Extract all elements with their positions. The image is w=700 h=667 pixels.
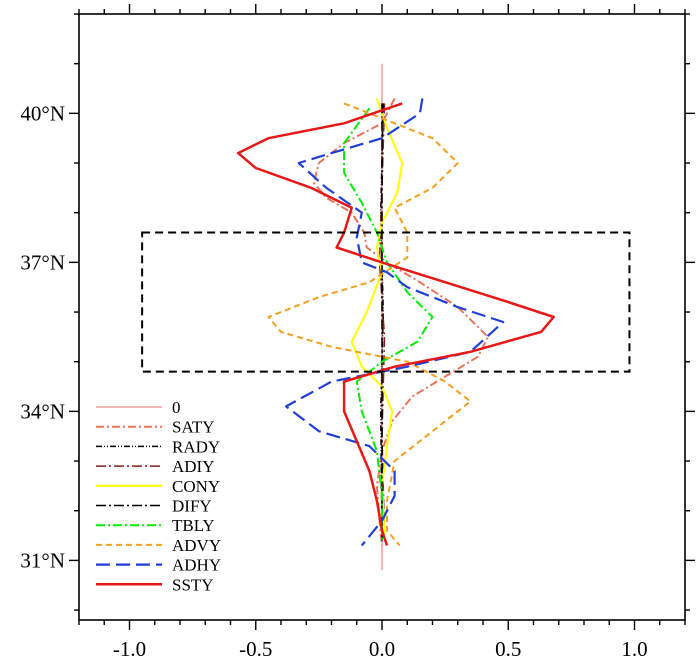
- axis-tick-labels: -1.0 -0.5 0.0 0.5 1.0 31°N 34°N 37°N 40°N: [20, 101, 647, 661]
- legend-label-rady: RADY: [172, 437, 220, 456]
- y-tick-label: 40°N: [20, 101, 65, 125]
- axis-ticks: [69, 4, 695, 630]
- x-tick-label: 1.0: [621, 637, 647, 661]
- legend-label-advy: ADVY: [172, 536, 221, 555]
- legend-label-ssty: SSTY: [172, 575, 214, 594]
- series-line-cony: [350, 98, 404, 536]
- legend-label-dify: DIFY: [172, 497, 212, 516]
- x-tick-label: -1.0: [113, 637, 146, 661]
- y-tick-label: 34°N: [20, 399, 65, 423]
- legend-label-saty: SATY: [172, 418, 215, 437]
- x-tick-label: 0.5: [495, 637, 521, 661]
- series-layer: [236, 63, 555, 571]
- series-line-ssty: [236, 102, 555, 546]
- legend-label-tbly: TBLY: [172, 516, 215, 535]
- series-line-adhy: [285, 98, 505, 547]
- legend-label-0: 0: [172, 398, 181, 417]
- highlight-box: [141, 231, 631, 373]
- y-tick-label: 31°N: [20, 548, 65, 572]
- legend-label-adhy: ADHY: [172, 556, 221, 575]
- x-tick-label: 0.0: [369, 637, 395, 661]
- legend-label-adiy: ADIY: [172, 457, 215, 476]
- legend-label-cony: CONY: [172, 477, 220, 496]
- x-tick-label: -0.5: [239, 637, 272, 661]
- series-line-saty: [312, 97, 489, 546]
- series-line-advy: [267, 102, 472, 547]
- series-line-tbly: [343, 107, 434, 541]
- y-tick-label: 37°N: [20, 250, 65, 274]
